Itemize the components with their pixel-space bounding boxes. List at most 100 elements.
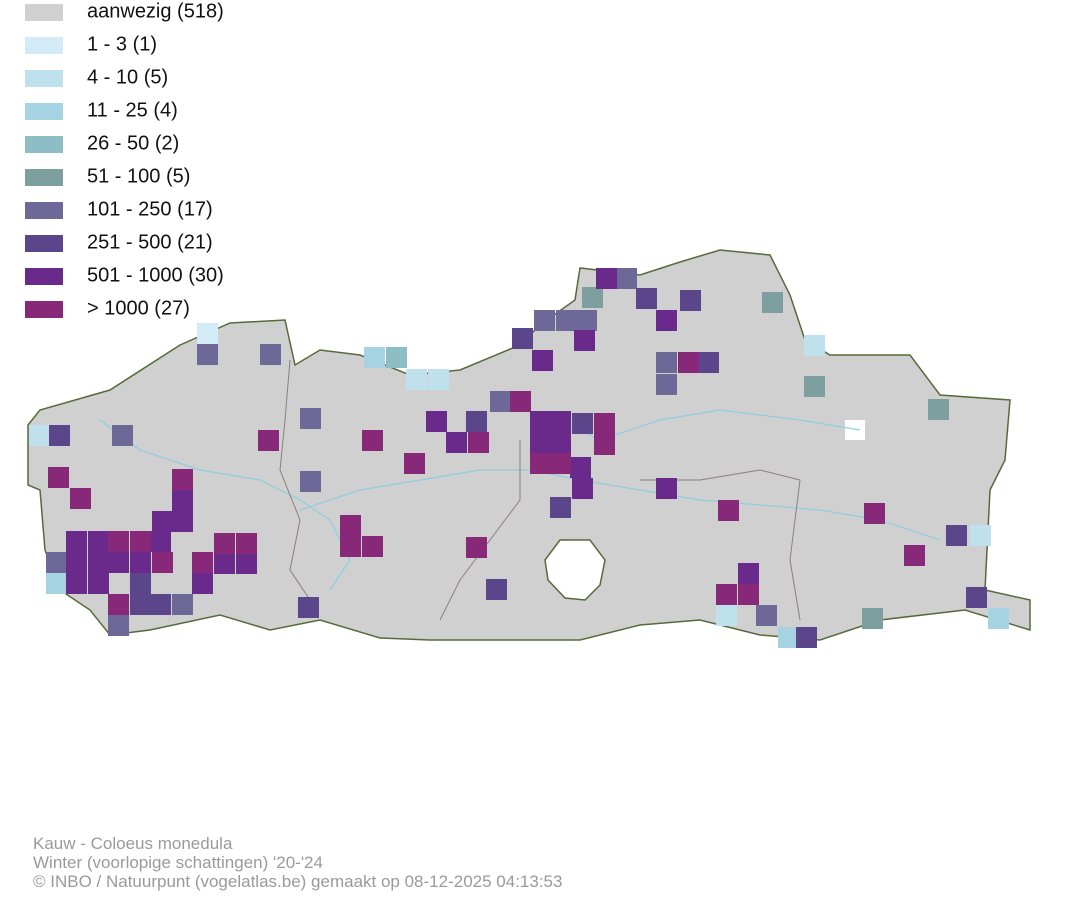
grid-cell bbox=[428, 369, 449, 390]
grid-cell bbox=[108, 615, 129, 636]
legend-label: 51 - 100 (5) bbox=[87, 165, 190, 187]
grid-cell bbox=[636, 288, 657, 309]
grid-cell bbox=[46, 573, 67, 594]
grid-cell bbox=[698, 352, 719, 373]
grid-cell bbox=[66, 552, 87, 573]
grid-cell bbox=[340, 515, 361, 536]
grid-cell bbox=[362, 536, 383, 557]
grid-cell bbox=[550, 432, 571, 453]
grid-cell bbox=[550, 497, 571, 518]
grid-cell bbox=[108, 531, 129, 552]
grid-cell bbox=[236, 533, 257, 554]
grid-cell bbox=[572, 413, 593, 434]
grid-cell bbox=[582, 287, 603, 308]
grid-cell bbox=[258, 430, 279, 451]
grid-cell bbox=[928, 399, 949, 420]
grid-cell bbox=[796, 627, 817, 648]
grid-cell bbox=[570, 457, 591, 478]
grid-cell bbox=[466, 537, 487, 558]
grid-cell bbox=[762, 292, 783, 313]
grid-cell bbox=[656, 374, 677, 395]
legend-swatch bbox=[25, 4, 63, 21]
legend-swatch bbox=[25, 301, 63, 318]
grid-cell bbox=[150, 594, 171, 615]
legend: aanwezig (518) 1 - 3 (1) 4 - 10 (5) 11 - 25… bbox=[25, 0, 224, 319]
grid-cell bbox=[130, 552, 151, 573]
grid-cell bbox=[386, 347, 407, 368]
legend-swatch bbox=[25, 37, 63, 54]
legend-label: 11 - 25 (4) bbox=[87, 99, 178, 121]
grid-cell bbox=[530, 453, 551, 474]
grid-cell bbox=[550, 453, 571, 474]
legend-label: 101 - 250 (17) bbox=[87, 198, 213, 220]
grid-cell bbox=[29, 425, 50, 446]
grid-cell bbox=[426, 411, 447, 432]
enclave bbox=[544, 539, 606, 601]
grid-cell bbox=[988, 608, 1009, 629]
grid-cell bbox=[404, 453, 425, 474]
grid-cell bbox=[48, 467, 69, 488]
grid-cell bbox=[486, 579, 507, 600]
grid-cell bbox=[172, 469, 193, 490]
grid-cell bbox=[656, 352, 677, 373]
caption-line: Kauw - Coloeus monedula bbox=[33, 834, 233, 853]
grid-cell bbox=[804, 376, 825, 397]
grid-cell bbox=[530, 432, 551, 453]
grid-cell bbox=[530, 411, 551, 432]
grid-cell bbox=[172, 490, 193, 511]
grid-cell bbox=[738, 584, 759, 605]
grid-cell bbox=[804, 335, 825, 356]
river bbox=[299, 469, 941, 541]
grid-cell bbox=[778, 627, 799, 648]
border bbox=[439, 440, 521, 621]
grid-cell bbox=[718, 500, 739, 521]
legend-swatch bbox=[25, 235, 63, 252]
grid-cell bbox=[468, 432, 489, 453]
legend-label: 501 - 1000 (30) bbox=[87, 264, 224, 286]
grid-cell bbox=[66, 573, 87, 594]
border bbox=[640, 469, 801, 621]
grid-cell bbox=[66, 531, 87, 552]
grid-cell bbox=[88, 573, 109, 594]
grid-cell bbox=[298, 597, 319, 618]
grid-cell bbox=[49, 425, 70, 446]
grid-cell bbox=[756, 605, 777, 626]
grid-cell bbox=[130, 594, 151, 615]
grid-cell bbox=[594, 413, 615, 434]
legend-label: 4 - 10 (5) bbox=[87, 66, 168, 88]
grid-cell bbox=[197, 323, 218, 344]
grid-cell bbox=[466, 411, 487, 432]
grid-cell bbox=[904, 545, 925, 566]
grid-cell bbox=[406, 369, 427, 390]
grid-cell bbox=[152, 511, 173, 532]
grid-cell bbox=[300, 471, 321, 492]
grid-cell bbox=[970, 525, 991, 546]
grid-cell bbox=[656, 478, 677, 499]
grid-cell bbox=[340, 536, 361, 557]
grid-cell bbox=[46, 552, 67, 573]
grid-cell bbox=[680, 290, 701, 311]
grid-cell bbox=[532, 350, 553, 371]
river bbox=[559, 409, 861, 441]
legend-swatch bbox=[25, 70, 63, 87]
grid-cell bbox=[510, 391, 531, 412]
grid-cell bbox=[738, 563, 759, 584]
grid-cell bbox=[192, 552, 213, 573]
grid-cell bbox=[946, 525, 967, 546]
caption-line: © INBO / Natuurpunt (vogelatlas.be) gema… bbox=[33, 872, 562, 891]
grid-cell bbox=[172, 594, 193, 615]
grid-cell bbox=[362, 430, 383, 451]
legend-swatch bbox=[25, 103, 63, 120]
grid-cell bbox=[716, 584, 737, 605]
legend-swatch bbox=[25, 169, 63, 186]
grid-cell bbox=[512, 328, 533, 349]
grid-cell bbox=[572, 478, 593, 499]
grid-cell bbox=[574, 330, 595, 351]
grid-cell bbox=[594, 434, 615, 455]
grid-cell bbox=[152, 552, 173, 573]
legend-label: > 1000 (27) bbox=[87, 297, 190, 319]
border bbox=[279, 359, 311, 601]
grid-cell bbox=[490, 391, 511, 412]
